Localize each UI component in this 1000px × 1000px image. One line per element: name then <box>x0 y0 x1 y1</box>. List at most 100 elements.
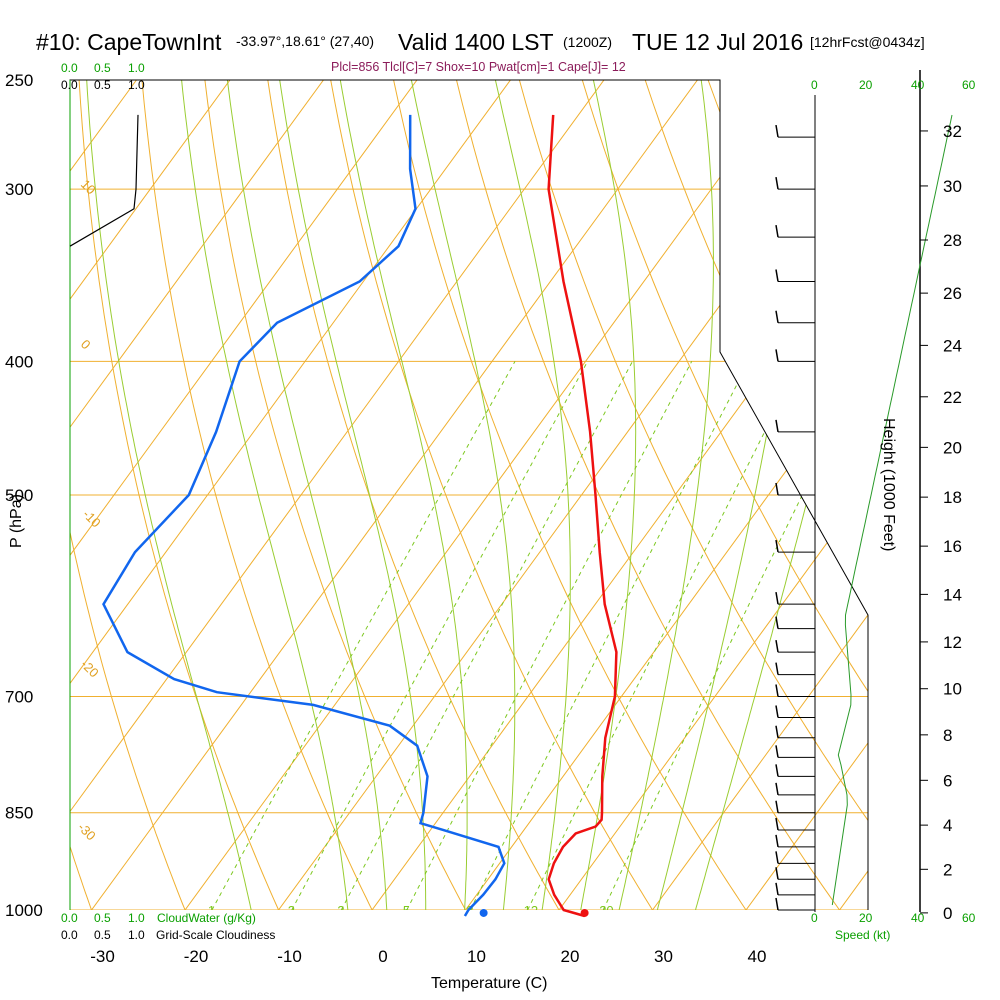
x-axis-title: Temperature (C) <box>431 975 547 992</box>
speed-scale-bottom-3: 60 <box>962 911 976 925</box>
speed-scale-bottom-1: 20 <box>859 911 873 925</box>
cloudiness-line <box>69 114 139 247</box>
pressure-tick-label: 850 <box>5 804 33 823</box>
cloudiness-scale-bottom-1: 0.5 <box>94 928 111 942</box>
isotherm-line <box>70 80 623 910</box>
height-tick-label: 30 <box>943 177 962 196</box>
wind-barb-flag <box>775 639 779 653</box>
isotherm-label: 0 <box>727 231 743 247</box>
isotherm-label: 0 <box>78 337 94 353</box>
mixing-ratio-line <box>211 361 516 910</box>
mixing-ratio-line <box>291 361 589 910</box>
height-tick-label: 2 <box>943 860 952 879</box>
dry-adiabat-line <box>70 80 198 910</box>
dry-adiabat-line <box>77 80 293 910</box>
isotherm-line <box>70 80 342 910</box>
wind-barb-flag <box>775 482 779 496</box>
height-tick-label: 10 <box>943 680 962 699</box>
speed-scale-top-0: 0 <box>811 78 818 92</box>
surface-temperature-marker <box>580 908 589 917</box>
speed-label: Speed (kt) <box>835 928 890 942</box>
isotherm-line <box>724 80 868 910</box>
cloudiness-label: Grid-Scale Cloudiness <box>156 928 275 942</box>
temperature-tick-label: -10 <box>277 947 302 966</box>
wind-barb-flag <box>775 800 779 813</box>
mixing-ratio-label: 3 <box>337 903 344 918</box>
cloud-water-scale-top-1: 0.5 <box>94 61 111 75</box>
wind-speed-line <box>831 114 953 906</box>
moist-adiabat-line <box>275 80 427 910</box>
wind-barb-flag <box>775 419 779 433</box>
cloudiness-scale-top-1: 0.5 <box>94 78 111 92</box>
pressure-tick-label: 700 <box>5 687 33 706</box>
dewpoint-line <box>102 114 506 917</box>
mixing-ratio-label: 12 <box>524 903 538 918</box>
pressure-tick-label: 1000 <box>5 901 43 920</box>
dry-adiabat-line <box>388 80 767 910</box>
isotherm-line <box>163 80 810 910</box>
speed-scale-bottom-0: 0 <box>811 911 818 925</box>
dry-adiabat-line <box>325 80 672 910</box>
height-tick-label: 4 <box>943 816 952 835</box>
speed-scale-top-3: 60 <box>962 78 976 92</box>
forecast-date: TUE 12 Jul 2016 <box>632 29 803 55</box>
wind-barb-flag <box>775 745 779 758</box>
wind-barb-flag <box>775 592 779 605</box>
mixing-ratio-line <box>469 361 750 910</box>
utc-time: (1200Z) <box>563 34 612 50</box>
wind-barb-flag <box>775 867 779 880</box>
isotherm-label: 10 <box>750 361 771 382</box>
sounding-parameters: Plcl=856 Tlcl[C]=7 Shox=10 Pwat[cm]=1 Ca… <box>331 60 626 74</box>
cloudiness-scale-top-0: 0.0 <box>61 78 78 92</box>
isotherm-line <box>817 80 868 910</box>
height-tick-label: 24 <box>943 336 962 355</box>
wind-barb-flag <box>775 177 779 190</box>
dry-adiabat-line <box>574 80 868 910</box>
isotherm-line <box>256 80 868 910</box>
mixing-ratio-line <box>602 361 868 910</box>
wind-barb-flag <box>775 616 779 629</box>
height-tick-label: 26 <box>943 284 962 303</box>
height-tick-label: 20 <box>943 438 962 457</box>
dry-adiabat-line <box>450 80 862 910</box>
moist-adiabat-line <box>406 80 516 910</box>
wind-barb-flag <box>775 662 779 675</box>
cloud-water-scale-bottom-2: 1.0 <box>128 911 145 925</box>
temperature-tick-label: 0 <box>378 947 387 966</box>
temperature-tick-label: -20 <box>184 947 209 966</box>
pressure-tick-label: 500 <box>5 486 33 505</box>
isotherm-line <box>70 80 716 910</box>
cloud-water-scale-top-0: 0.0 <box>61 61 78 75</box>
wind-barb-flag <box>775 851 779 864</box>
temperature-tick-label: 20 <box>561 947 580 966</box>
wind-profile <box>775 114 953 911</box>
wind-barb-flag <box>775 124 779 138</box>
isotherm-line <box>70 80 249 910</box>
station-title: #10: CapeTownInt <box>36 29 222 55</box>
dry-adiabat-line <box>823 80 868 910</box>
wind-barb-flag <box>775 539 779 553</box>
height-axis-title: Height (1000 Feet) <box>880 418 897 551</box>
wind-barb-flag <box>775 349 779 362</box>
height-tick-label: 16 <box>943 537 962 556</box>
temperature-line <box>547 114 618 918</box>
isotherm-line <box>70 80 436 910</box>
mixing-ratio-label: 1 <box>208 903 215 918</box>
wind-barb-flag <box>775 224 779 238</box>
temperature-tick-label: 30 <box>654 947 673 966</box>
isotherm-line <box>630 80 868 910</box>
temperature-tick-label: 10 <box>467 947 486 966</box>
isotherm-line <box>443 80 868 910</box>
isotherm-line <box>70 80 529 910</box>
height-tick-label: 12 <box>943 633 962 652</box>
isotherm-label: -10 <box>80 507 104 531</box>
cloud-water-label: CloudWater (g/Kg) <box>157 911 256 925</box>
height-tick-label: 18 <box>943 488 962 507</box>
moist-adiabat-line <box>335 80 468 910</box>
wind-barb-flag <box>775 782 779 795</box>
dry-adiabat-line <box>139 80 388 910</box>
wind-barb-flag <box>775 764 779 777</box>
